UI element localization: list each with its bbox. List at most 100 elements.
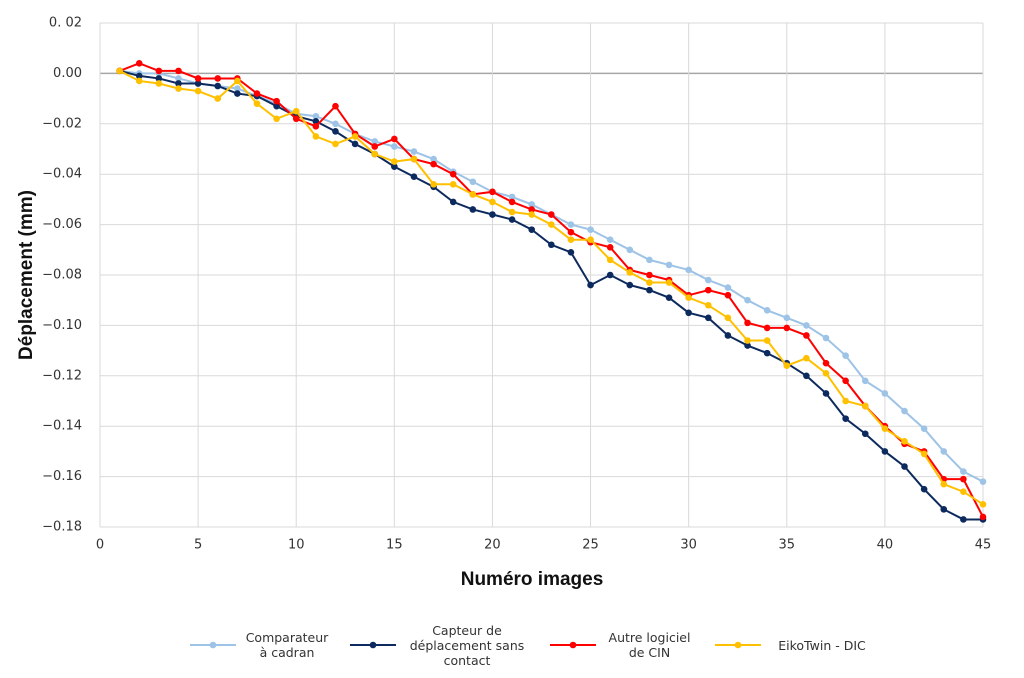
y-tick-label: −0.12 (42, 368, 82, 383)
legend-marker (209, 641, 217, 649)
data-point (783, 324, 791, 332)
data-point (940, 448, 948, 455)
data-point (135, 60, 143, 67)
data-point (587, 236, 594, 244)
legend-marker (734, 641, 742, 649)
data-point (822, 369, 830, 377)
series-line (119, 69, 984, 506)
data-point (685, 294, 692, 301)
data-point (489, 188, 496, 196)
data-point (371, 138, 379, 145)
data-point (194, 80, 202, 87)
data-point (194, 87, 202, 95)
data-point (175, 80, 182, 87)
data-point (861, 430, 869, 438)
data-point (881, 390, 889, 397)
y-tick-label: −0.06 (42, 217, 82, 232)
data-point (704, 276, 712, 284)
data-point (763, 337, 771, 344)
data-point (646, 271, 653, 279)
data-point (861, 402, 869, 410)
data-point (410, 155, 418, 163)
x-tick-label: 35 (779, 538, 796, 553)
data-point (214, 75, 222, 82)
data-point (979, 478, 987, 485)
data-point (960, 475, 967, 483)
legend-entry: Comparateur à cadran (190, 630, 332, 660)
data-point (155, 75, 163, 82)
data-point (391, 135, 398, 143)
data-point (548, 221, 555, 228)
data-point (803, 332, 810, 339)
data-point (842, 415, 849, 422)
data-point (371, 143, 379, 150)
data-point (469, 206, 477, 213)
data-point (704, 314, 712, 322)
data-point (842, 352, 849, 359)
legend: Comparateur à cadran Capteur de déplaceme… (190, 620, 910, 670)
legend-label: Autre logiciel de CIN (608, 630, 691, 660)
y-tick-label: −0.18 (42, 520, 82, 535)
data-point (273, 102, 280, 110)
data-point (528, 201, 535, 208)
y-tick-label: −0.04 (42, 167, 82, 182)
data-point (665, 279, 673, 286)
data-point (351, 140, 359, 148)
data-point (116, 67, 123, 75)
legend-swatch (190, 641, 236, 649)
data-point (234, 85, 241, 92)
data-point (606, 243, 614, 251)
data-point (253, 100, 261, 107)
data-point (508, 193, 516, 201)
data-point (587, 226, 594, 233)
data-point (567, 221, 575, 228)
y-tick-label: −0.16 (42, 469, 82, 484)
data-point (979, 513, 987, 521)
data-point (351, 133, 359, 140)
data-point (646, 256, 653, 264)
legend-entry: Autre logiciel de CIN (550, 630, 697, 660)
legend-entry: Capteur de déplacement sans contact (350, 623, 532, 668)
data-point (960, 488, 967, 496)
data-point (763, 306, 771, 314)
y-tick-label: 0. 02 (49, 16, 82, 31)
data-point (979, 501, 987, 508)
data-point (646, 279, 653, 286)
data-point (626, 281, 634, 289)
data-point (489, 211, 496, 218)
chart: Déplacement (mm) Numéro images 0. 02 0.00… (16, 16, 992, 591)
data-point (803, 354, 810, 362)
x-tick-label: 45 (975, 538, 992, 553)
data-point (292, 115, 300, 123)
data-point (646, 286, 653, 294)
data-point (410, 148, 418, 155)
data-point (312, 117, 320, 125)
data-point (685, 309, 692, 317)
y-tick-label: 0.00 (53, 66, 82, 81)
data-point (449, 180, 457, 188)
data-point (881, 425, 889, 433)
data-point (724, 332, 732, 339)
data-point (803, 322, 810, 329)
data-point (135, 77, 143, 85)
series-line (119, 62, 984, 518)
data-point (469, 178, 477, 186)
legend-label: EikoTwin - DIC (778, 637, 866, 653)
data-point (861, 377, 869, 385)
data-point (920, 450, 928, 458)
data-point (626, 246, 634, 254)
legend-swatch (350, 641, 396, 649)
data-point (960, 516, 967, 523)
data-point (606, 271, 614, 279)
x-tick-label: 5 (194, 538, 202, 553)
data-point (391, 158, 398, 165)
data-point (822, 390, 830, 397)
data-point (332, 102, 339, 110)
data-point (332, 128, 339, 135)
data-point (489, 198, 496, 206)
data-point (214, 82, 222, 90)
data-point (253, 90, 261, 97)
legend-swatch (715, 641, 761, 649)
data-point (783, 362, 791, 370)
legend-marker (569, 641, 577, 649)
